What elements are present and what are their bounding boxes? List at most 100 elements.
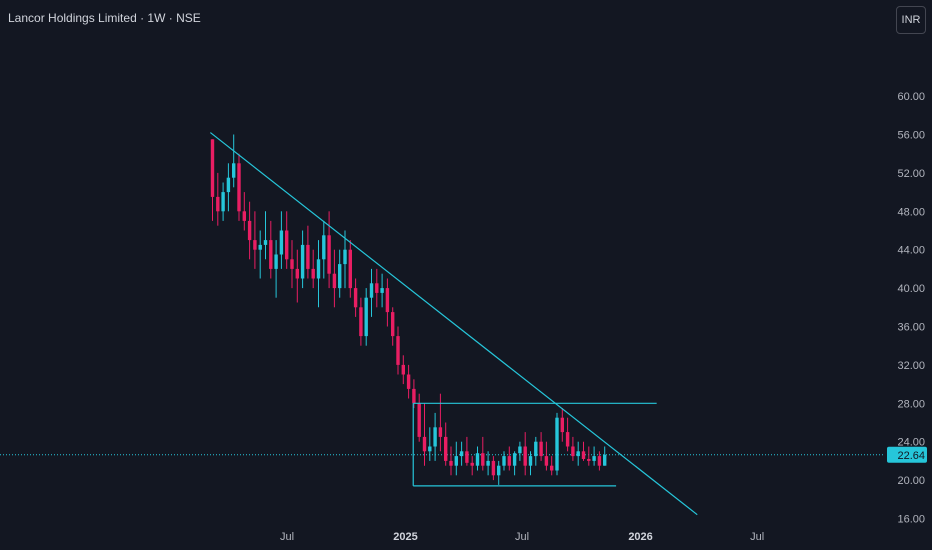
candle-body bbox=[528, 456, 533, 466]
candle-body bbox=[300, 244, 305, 279]
candle-body bbox=[465, 451, 469, 463]
candle-body bbox=[221, 192, 225, 212]
candle bbox=[406, 364, 411, 399]
candle-body bbox=[237, 163, 241, 212]
candle bbox=[380, 273, 384, 308]
candle-body bbox=[491, 460, 496, 476]
candle-body bbox=[311, 268, 315, 279]
candle bbox=[465, 436, 469, 466]
candle bbox=[560, 408, 564, 442]
candle-body bbox=[375, 283, 379, 293]
price-tick-label: 44.00 bbox=[897, 245, 925, 257]
candle-body bbox=[226, 177, 231, 193]
candle bbox=[555, 412, 559, 476]
price-tick-label: 60.00 bbox=[897, 91, 925, 103]
price-axis[interactable]: 60.00 56.00 52.00 48.00 44.00 40.00 36.00 32.00… bbox=[897, 91, 925, 525]
candle bbox=[237, 153, 241, 221]
candle bbox=[454, 441, 458, 476]
candle-body bbox=[433, 427, 437, 447]
candle bbox=[433, 412, 437, 461]
candle bbox=[375, 268, 379, 308]
candle-body bbox=[353, 288, 358, 308]
candle-body bbox=[210, 139, 215, 197]
chart-title: Lancor Holdings Limited · 1W · NSE bbox=[8, 11, 201, 25]
currency-button[interactable]: INR bbox=[896, 6, 926, 34]
price-tick-label: 36.00 bbox=[897, 322, 925, 334]
candle bbox=[311, 249, 315, 289]
candle bbox=[290, 240, 294, 289]
candle bbox=[391, 307, 395, 346]
candle-body bbox=[338, 264, 342, 289]
candle bbox=[550, 456, 554, 476]
candle bbox=[571, 436, 575, 461]
candle-body bbox=[322, 235, 326, 260]
candle bbox=[258, 230, 262, 279]
candle-body bbox=[364, 297, 368, 337]
time-tick-label: 2026 bbox=[628, 531, 652, 543]
candle bbox=[491, 456, 496, 481]
candle-body bbox=[247, 220, 252, 241]
candle-body bbox=[560, 417, 564, 433]
candle bbox=[507, 446, 511, 471]
candle bbox=[581, 441, 586, 461]
candle-body bbox=[587, 458, 591, 461]
candle-body bbox=[316, 259, 321, 279]
price-tick-label: 52.00 bbox=[897, 168, 925, 180]
candle-body bbox=[576, 451, 580, 457]
candle-body bbox=[597, 456, 602, 466]
price-tick-label: 16.00 bbox=[897, 514, 925, 526]
candle-body bbox=[263, 240, 268, 245]
candle bbox=[348, 240, 352, 298]
candle bbox=[428, 427, 432, 461]
candles bbox=[210, 134, 607, 485]
candle bbox=[438, 393, 443, 452]
candle-body bbox=[459, 451, 464, 457]
candle-body bbox=[417, 403, 421, 437]
candle bbox=[322, 220, 326, 279]
candle-body bbox=[544, 456, 549, 466]
candle-body bbox=[242, 211, 246, 221]
candle-body bbox=[555, 417, 559, 471]
candle bbox=[603, 446, 607, 466]
drawings bbox=[209, 132, 698, 516]
candle bbox=[475, 446, 480, 471]
candle-body bbox=[216, 196, 220, 212]
candle bbox=[396, 326, 400, 375]
candle bbox=[528, 451, 533, 476]
candle-body bbox=[486, 460, 490, 466]
candle-body bbox=[497, 465, 501, 476]
candle-body bbox=[475, 453, 480, 466]
time-tick-label: Jul bbox=[750, 531, 764, 543]
candle-body bbox=[428, 446, 432, 452]
candle-body bbox=[592, 456, 596, 461]
price-tick-label: 20.00 bbox=[897, 475, 925, 487]
candle bbox=[369, 268, 374, 317]
candle-body bbox=[380, 288, 384, 293]
price-tick-label: 48.00 bbox=[897, 206, 925, 218]
price-tick-label: 32.00 bbox=[897, 360, 925, 372]
candle bbox=[486, 451, 490, 476]
time-tick-label: 2025 bbox=[393, 531, 417, 543]
candle-body bbox=[332, 273, 337, 289]
candle-body bbox=[454, 456, 458, 466]
candle-body bbox=[348, 249, 352, 289]
candle-body bbox=[412, 388, 416, 404]
candle bbox=[295, 249, 299, 303]
candle-body bbox=[279, 230, 284, 255]
time-axis[interactable]: Jul 2025 Jul 2026 Jul bbox=[280, 531, 764, 543]
price-tick-label: 40.00 bbox=[897, 283, 925, 295]
candle-body bbox=[571, 446, 575, 457]
candle bbox=[226, 163, 231, 212]
candle bbox=[449, 446, 453, 476]
candle-body bbox=[581, 451, 586, 459]
candle bbox=[327, 211, 331, 289]
candle bbox=[385, 278, 390, 327]
candle-body bbox=[449, 460, 453, 466]
candle bbox=[470, 456, 474, 476]
candle bbox=[247, 201, 252, 260]
price-tick-label: 24.00 bbox=[897, 437, 925, 449]
candle-body bbox=[391, 312, 395, 337]
candle-body bbox=[523, 446, 527, 466]
candle-body bbox=[502, 456, 506, 466]
